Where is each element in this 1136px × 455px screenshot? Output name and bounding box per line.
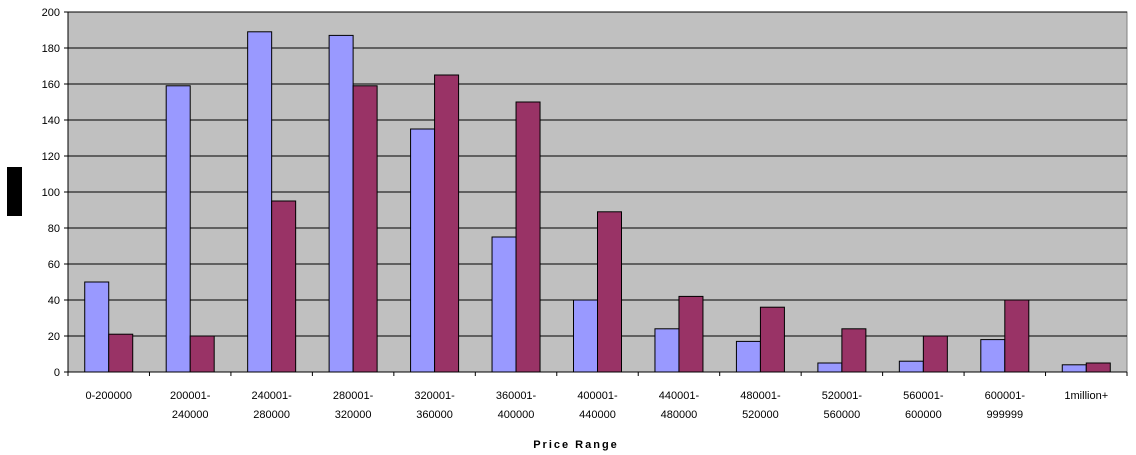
x-tick-label: 440001-: [659, 390, 700, 402]
bar[interactable]: [759, 306, 785, 373]
y-tick-label: 180: [42, 43, 60, 55]
bar[interactable]: [165, 85, 191, 373]
bar[interactable]: [84, 281, 110, 373]
x-tick-label: 240001-: [251, 390, 292, 402]
x-tick-label: 240000: [172, 409, 209, 421]
bar[interactable]: [573, 299, 598, 373]
bar[interactable]: [352, 85, 378, 373]
bar[interactable]: [271, 200, 297, 373]
x-tick-label: 360001-: [496, 390, 537, 402]
bar[interactable]: [817, 362, 843, 373]
bar[interactable]: [1061, 364, 1087, 373]
y-tick-label: 80: [48, 223, 60, 235]
x-tick-label: 320001-: [414, 390, 455, 402]
y-tick-label: 200: [42, 7, 60, 19]
bar[interactable]: [247, 31, 273, 373]
bar[interactable]: [1085, 362, 1111, 373]
bar[interactable]: [328, 34, 354, 373]
bar[interactable]: [922, 335, 948, 373]
bar[interactable]: [189, 335, 215, 373]
x-axis-title: Price Range: [533, 439, 619, 451]
bar[interactable]: [597, 211, 622, 373]
x-tick-label: 560001-: [903, 390, 944, 402]
bar[interactable]: [678, 295, 704, 373]
y-tick-label: 120: [42, 151, 60, 163]
x-tick-label: 600001-: [985, 390, 1026, 402]
x-tick-label: 600000: [905, 409, 942, 421]
x-tick-label: 999999: [986, 409, 1023, 421]
y-tick-label: 0: [54, 367, 60, 379]
plot-area: 0 20 40 60 80 100 120 140 160 180 200 0-200000 20000…: [42, 7, 1128, 421]
bar[interactable]: [841, 328, 867, 373]
bar[interactable]: [735, 340, 761, 373]
x-tick-label: 360000: [416, 409, 453, 421]
x-tick-label: 480001-: [740, 390, 781, 402]
x-tick-label: 320000: [335, 409, 372, 421]
y-tick-label: 140: [42, 115, 60, 127]
bar[interactable]: [434, 74, 460, 373]
x-tick-label: 560000: [824, 409, 861, 421]
y-tick-label: 40: [48, 295, 60, 307]
x-tick-label: 520001-: [822, 390, 863, 402]
bar[interactable]: [108, 333, 134, 373]
bar[interactable]: [654, 328, 680, 373]
y-axis-label-box: [7, 167, 22, 216]
x-tick-label: 440000: [579, 409, 616, 421]
bar[interactable]: [515, 101, 541, 373]
bar[interactable]: [1004, 299, 1030, 373]
x-tick-label: 0-200000: [85, 390, 132, 402]
y-tick-label: 100: [42, 187, 60, 199]
x-tick-label: 280000: [253, 409, 290, 421]
x-tick-label: 480000: [661, 409, 698, 421]
y-tick-label: 60: [48, 259, 60, 271]
bar[interactable]: [980, 339, 1006, 373]
y-tick-label: 20: [48, 331, 60, 343]
bar[interactable]: [410, 128, 436, 373]
x-tick-label: 200001-: [170, 390, 211, 402]
bar[interactable]: [898, 360, 924, 373]
x-tick-label: 1million+: [1064, 390, 1108, 402]
x-tick-label: 520000: [742, 409, 779, 421]
x-tick-label: 400001-: [577, 390, 618, 402]
y-tick-label: 160: [42, 79, 60, 91]
bar[interactable]: [491, 236, 517, 373]
x-tick-label: 280001-: [333, 390, 374, 402]
x-tick-label: 400000: [498, 409, 535, 421]
